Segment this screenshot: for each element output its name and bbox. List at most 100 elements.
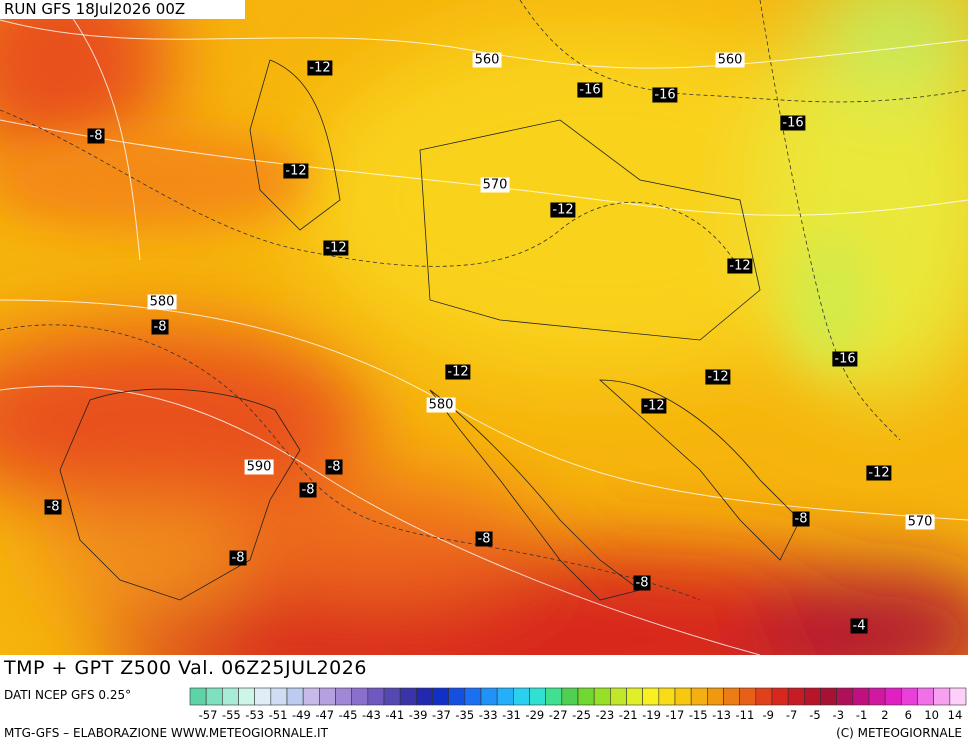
colorbar-swatch — [545, 687, 563, 706]
isotherm-label: -12 — [323, 240, 349, 256]
colorbar-swatch — [917, 687, 934, 706]
colorbar-swatch — [949, 687, 967, 706]
isotherm-label: -16 — [832, 351, 858, 367]
colorbar-swatch — [496, 687, 514, 706]
isotherm-label: -12 — [283, 163, 309, 179]
colorbar-label: -33 — [478, 708, 498, 722]
colorbar-swatch — [577, 687, 595, 706]
colorbar-label: -13 — [712, 708, 731, 722]
colorbar-swatch — [610, 687, 627, 706]
colorbar-label: -25 — [572, 708, 591, 722]
colorbar-swatch — [529, 687, 546, 706]
colorbar-swatch — [804, 687, 821, 706]
colorbar-label: -43 — [362, 708, 381, 722]
colorbar-swatch — [642, 687, 660, 706]
isotherm-label: -12 — [727, 258, 753, 274]
colorbar-label: -17 — [665, 708, 685, 722]
colorbar-swatch — [868, 687, 886, 706]
height-label: 580 — [426, 397, 456, 413]
colorbar-swatch — [238, 687, 255, 706]
colorbar-swatch — [383, 687, 401, 706]
isotherm-label: -16 — [780, 115, 806, 131]
isotherm-label: -12 — [445, 364, 471, 380]
isotherm-label: -8 — [633, 575, 651, 591]
height-label: 580 — [147, 294, 177, 310]
colorbar-swatch — [723, 687, 740, 706]
map-title: TMP + GPT Z500 Val. 06Z25JUL2026 — [0, 655, 375, 681]
isotherm-label: -8 — [44, 499, 62, 515]
colorbar-label: -53 — [245, 708, 265, 722]
colorbar-swatch — [755, 687, 773, 706]
colorbar-swatch — [254, 687, 272, 706]
colorbar-swatch — [464, 687, 482, 706]
colorbar-label: -41 — [385, 708, 405, 722]
isotherm-label: -12 — [307, 60, 333, 76]
colorbar-swatch — [836, 687, 854, 706]
colorbar-swatch — [593, 687, 611, 706]
colorbar-swatch — [448, 687, 466, 706]
temperature-contours — [0, 0, 968, 601]
colorbar-label: -37 — [432, 708, 451, 722]
colorbar-swatch — [189, 687, 207, 706]
isotherm-label: -8 — [151, 319, 169, 335]
credit: MTG-GFS – ELABORAZIONE WWW.METEOGIORNALE… — [4, 726, 328, 740]
isotherm-label: -8 — [299, 482, 317, 498]
colorbar-swatch — [820, 687, 837, 706]
colorbar-label: -35 — [455, 708, 475, 722]
colorbar-swatch — [901, 687, 918, 706]
colorbar-swatch — [787, 687, 805, 706]
colorbar-label: -27 — [548, 708, 568, 722]
isotherm-label: -16 — [652, 87, 678, 103]
colorbar-swatch — [513, 687, 530, 706]
colorbar-label: -45 — [338, 708, 358, 722]
isotherm-label: -8 — [475, 531, 493, 547]
colorbar-swatch — [335, 687, 352, 706]
colorbar-swatch — [270, 687, 288, 706]
colorbar-swatch — [480, 687, 498, 706]
colorbar-label: -23 — [595, 708, 615, 722]
colorbar-swatch — [416, 687, 433, 706]
colorbar-swatch — [933, 687, 951, 706]
colorbar-swatch — [771, 687, 789, 706]
colorbar-label: -31 — [502, 708, 521, 722]
height-label: 570 — [480, 177, 510, 193]
colorbar-swatch — [351, 687, 369, 706]
height-label: 570 — [905, 514, 935, 530]
colorbar-label: -3 — [832, 708, 845, 722]
colorbar-label: -51 — [268, 708, 288, 722]
colorbar-label: -7 — [785, 708, 798, 722]
colorbar-label: -55 — [221, 708, 241, 722]
isotherm-label: -8 — [87, 128, 105, 144]
colorbar-label: -47 — [315, 708, 335, 722]
colorbar-label: -57 — [198, 708, 218, 722]
colorbar-swatch — [286, 687, 304, 706]
isotherm-label: -8 — [229, 550, 247, 566]
source: DATI NCEP GFS 0.25° — [4, 688, 132, 702]
colorbar-label: -49 — [291, 708, 311, 722]
colorbar-swatch — [739, 687, 757, 706]
colorbar-swatch — [852, 687, 870, 706]
colorbar-swatch — [205, 687, 223, 706]
isotherm-label: -12 — [641, 398, 667, 414]
colorbar-swatch — [302, 687, 320, 706]
height-label: 560 — [472, 52, 502, 68]
colorbar-swatch — [319, 687, 336, 706]
isotherm-label: -8 — [792, 511, 810, 527]
isotherm-label: -12 — [550, 202, 576, 218]
colorbar-swatch — [626, 687, 643, 706]
colorbar-label: 10 — [924, 708, 939, 722]
isotherm-label: -4 — [850, 618, 868, 634]
coastlines — [59, 59, 801, 601]
colorbar-label: -29 — [525, 708, 545, 722]
map — [0, 0, 968, 655]
isotherm-label: -12 — [705, 369, 731, 385]
colorbar-label: 14 — [947, 708, 963, 722]
colorbar-label: -11 — [735, 708, 755, 722]
colorbar-swatch — [367, 687, 385, 706]
colorbar-swatch — [884, 687, 902, 706]
copyright: (C) METEOGIORNALE — [836, 726, 962, 740]
isotherm-label: -12 — [866, 465, 892, 481]
isotherm-label: -8 — [325, 459, 343, 475]
colorbar-swatch — [561, 687, 579, 706]
colorbar-swatch — [222, 687, 239, 706]
